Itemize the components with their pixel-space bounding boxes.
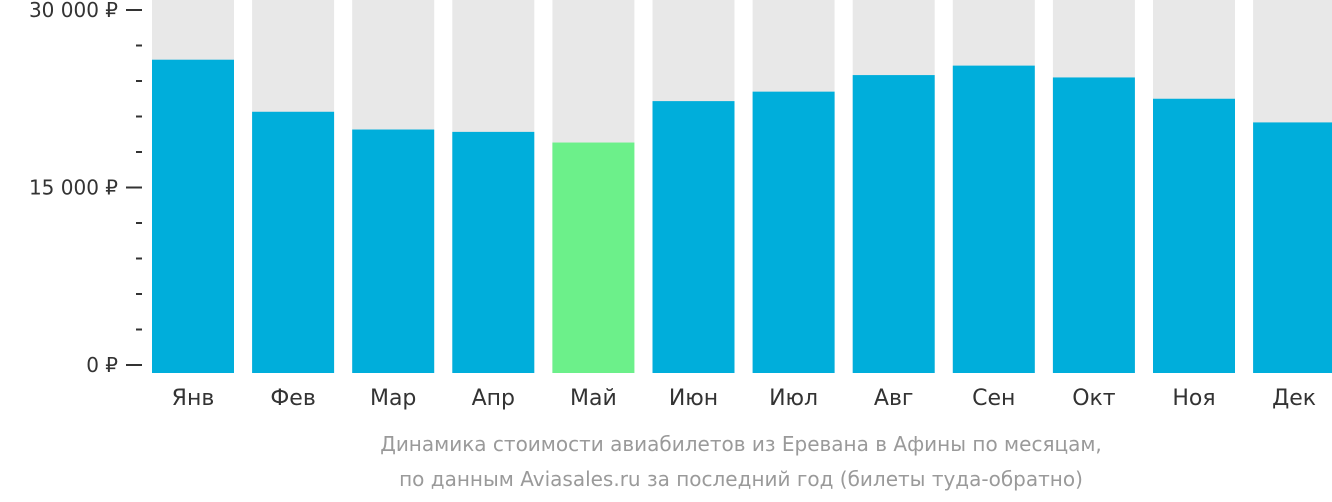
bar-5[interactable]: [652, 101, 735, 373]
x-tick-label-9: Окт: [1072, 386, 1116, 411]
bar-7[interactable]: [852, 75, 935, 373]
x-tick-label-2: Мар: [370, 386, 416, 411]
x-tick-label-5: Июн: [669, 386, 718, 411]
x-tick-label-10: Ноя: [1172, 386, 1215, 411]
y-tick-label-2: 30 000 ₽: [29, 0, 118, 22]
bar-4[interactable]: [552, 142, 635, 373]
bar-3[interactable]: [452, 131, 535, 373]
x-tick-label-1: Фев: [270, 386, 315, 411]
x-tick-label-0: Янв: [172, 386, 215, 411]
bar-10[interactable]: [1153, 98, 1235, 373]
bar-0[interactable]: [152, 59, 234, 373]
x-tick-label-4: Май: [570, 386, 617, 411]
x-tick-label-8: Сен: [972, 386, 1015, 411]
x-tick-label-7: Авг: [874, 386, 914, 411]
x-tick-label-3: Апр: [472, 386, 515, 411]
bar-2[interactable]: [352, 129, 435, 373]
y-tick-label-0: 0 ₽: [86, 353, 118, 377]
x-tick-label-11: Дек: [1272, 386, 1316, 411]
x-axis: Янв Фев Мар Апр Май Июн Июл Авг Сен Окт Ноя Дек: [172, 386, 1316, 411]
bar-6[interactable]: [752, 91, 835, 374]
bar-8[interactable]: [952, 65, 1035, 373]
x-tick-label-6: Июл: [769, 386, 818, 411]
bar-1[interactable]: [252, 111, 335, 374]
y-tick-label-1: 15 000 ₽: [29, 176, 118, 200]
bars: [152, 59, 1332, 374]
bar-11[interactable]: [1253, 122, 1332, 374]
bar-9[interactable]: [1052, 77, 1135, 373]
y-axis: 0 ₽ 15 000 ₽ 30 000 ₽: [29, 0, 142, 377]
